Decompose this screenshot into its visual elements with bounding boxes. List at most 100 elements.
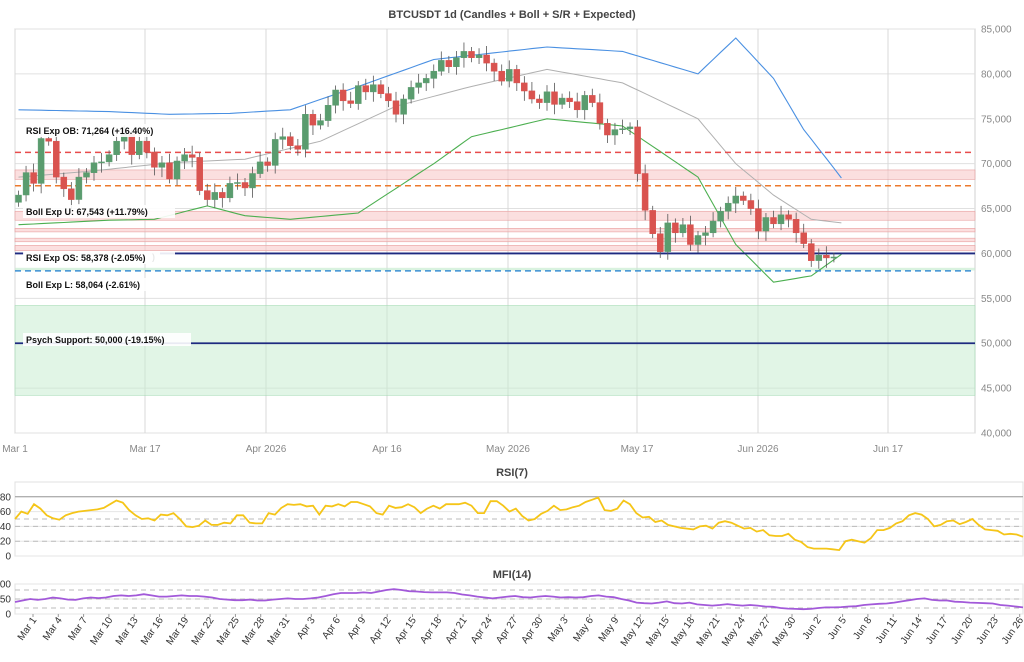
candle-down: [589, 95, 596, 103]
candle-up: [475, 54, 483, 58]
candle-down: [687, 224, 694, 245]
candle-down: [536, 98, 543, 103]
bottom-date-label: Mar 19: [164, 615, 191, 647]
bottom-date-label: May 24: [720, 615, 748, 649]
candle-down: [513, 69, 521, 84]
bottom-date-label: May 18: [669, 615, 697, 649]
candle-up: [400, 98, 407, 115]
candle-down: [551, 91, 558, 105]
candle-up: [173, 160, 181, 180]
candle-up: [415, 82, 422, 88]
mfi-chart-title: MFI(14): [493, 569, 532, 581]
price-tick-label: 70,000: [981, 159, 1012, 170]
price-tick-label: 65,000: [981, 204, 1012, 215]
main-chart-title: BTCUSDT 1d (Candles + Boll + S/R + Expec…: [388, 9, 636, 21]
candle-up: [113, 140, 120, 155]
candle-up: [626, 126, 634, 129]
candle-down: [823, 254, 830, 259]
date-tick-label: May 17: [621, 444, 654, 455]
candle-down: [641, 173, 649, 211]
date-tick-label: May 2026: [486, 444, 530, 455]
candle-up: [830, 256, 838, 259]
candle-up: [619, 128, 626, 130]
candle-down: [264, 161, 271, 166]
support-zone-thin: [15, 267, 975, 271]
level-annotation: Boll Exp L: 58,064 (-2.61%): [26, 280, 140, 290]
candle-up: [355, 85, 362, 104]
candle-down: [566, 97, 573, 102]
candle-down: [770, 217, 777, 225]
candle-up: [279, 136, 287, 140]
candle-down: [483, 54, 490, 64]
candle-down: [30, 172, 37, 184]
candle-up: [777, 214, 785, 225]
candle-up: [332, 89, 339, 106]
candle-up: [422, 78, 430, 84]
bottom-date-label: Mar 10: [88, 615, 115, 647]
bottom-date-label: May 15: [644, 615, 672, 649]
candle-up: [90, 162, 98, 173]
annotation-bg: [23, 333, 191, 346]
candle-up: [694, 235, 702, 245]
candle-down: [377, 84, 385, 94]
price-tick-label: 75,000: [981, 114, 1012, 125]
candle-down: [68, 188, 75, 200]
candle-down: [196, 157, 203, 191]
price-tick-label: 85,000: [981, 25, 1012, 36]
bottom-date-label: Jun 2: [801, 615, 824, 642]
support-zone: [14, 305, 976, 396]
candle-down: [490, 62, 498, 72]
candle-up: [717, 210, 724, 222]
bottom-date-label: Apr 18: [418, 615, 444, 646]
bottom-date-label: Apr 27: [494, 615, 520, 646]
bottom-date-label: Apr 6: [320, 615, 343, 641]
bottom-date-label: Jun 11: [874, 615, 900, 646]
candle-up: [234, 182, 241, 184]
candle-down: [468, 51, 475, 58]
candle-up: [506, 69, 513, 82]
candle-down: [241, 182, 249, 189]
candle-up: [430, 70, 438, 79]
date-tick-label: Jun 2026: [737, 444, 779, 455]
candle-up: [558, 97, 566, 105]
candle-up: [15, 194, 22, 203]
bottom-date-label: May 21: [695, 615, 723, 649]
bottom-date-label: Jun 20: [949, 615, 975, 646]
candle-up: [543, 91, 551, 103]
candle-up: [453, 57, 460, 67]
candle-up: [370, 84, 377, 93]
candle-down: [755, 208, 762, 232]
resistance-zone: [14, 228, 976, 233]
rsi-tick-label: 40: [0, 522, 11, 533]
bottom-date-label: May 12: [619, 615, 647, 649]
candle-up: [83, 172, 90, 178]
candle-down: [362, 85, 370, 93]
bottom-date-label: Apr 3: [295, 615, 318, 641]
candle-up: [158, 162, 166, 168]
candle-down: [792, 219, 800, 234]
candle-down: [672, 222, 679, 234]
price-tick-label: 60,000: [981, 249, 1012, 260]
bottom-date-label: Apr 30: [520, 615, 546, 646]
candle-up: [762, 217, 770, 232]
candle-down: [657, 233, 664, 252]
candle-down: [392, 100, 400, 115]
resistance-zone: [14, 210, 976, 221]
rsi-chart-title: RSI(7): [496, 467, 528, 479]
candle-up: [581, 95, 589, 111]
candle-up: [664, 222, 672, 252]
candle-up: [22, 172, 30, 196]
candle-down: [808, 243, 815, 261]
date-tick-label: Mar 1: [2, 444, 28, 455]
candle-down: [747, 200, 755, 209]
bottom-date-label: Mar 31: [266, 615, 293, 647]
candle-down: [634, 126, 641, 174]
level-annotation: RSI Exp OS: 58,378 (-2.05%): [26, 253, 146, 263]
bottom-date-label: May 3: [546, 615, 571, 644]
candle-up: [181, 154, 188, 162]
bottom-date-label: Mar 16: [139, 615, 166, 647]
resistance-zone: [14, 169, 976, 180]
bottom-date-label: Mar 1: [16, 615, 40, 643]
bottom-date-label: Jun 5: [826, 615, 849, 642]
candle-up: [709, 220, 717, 234]
